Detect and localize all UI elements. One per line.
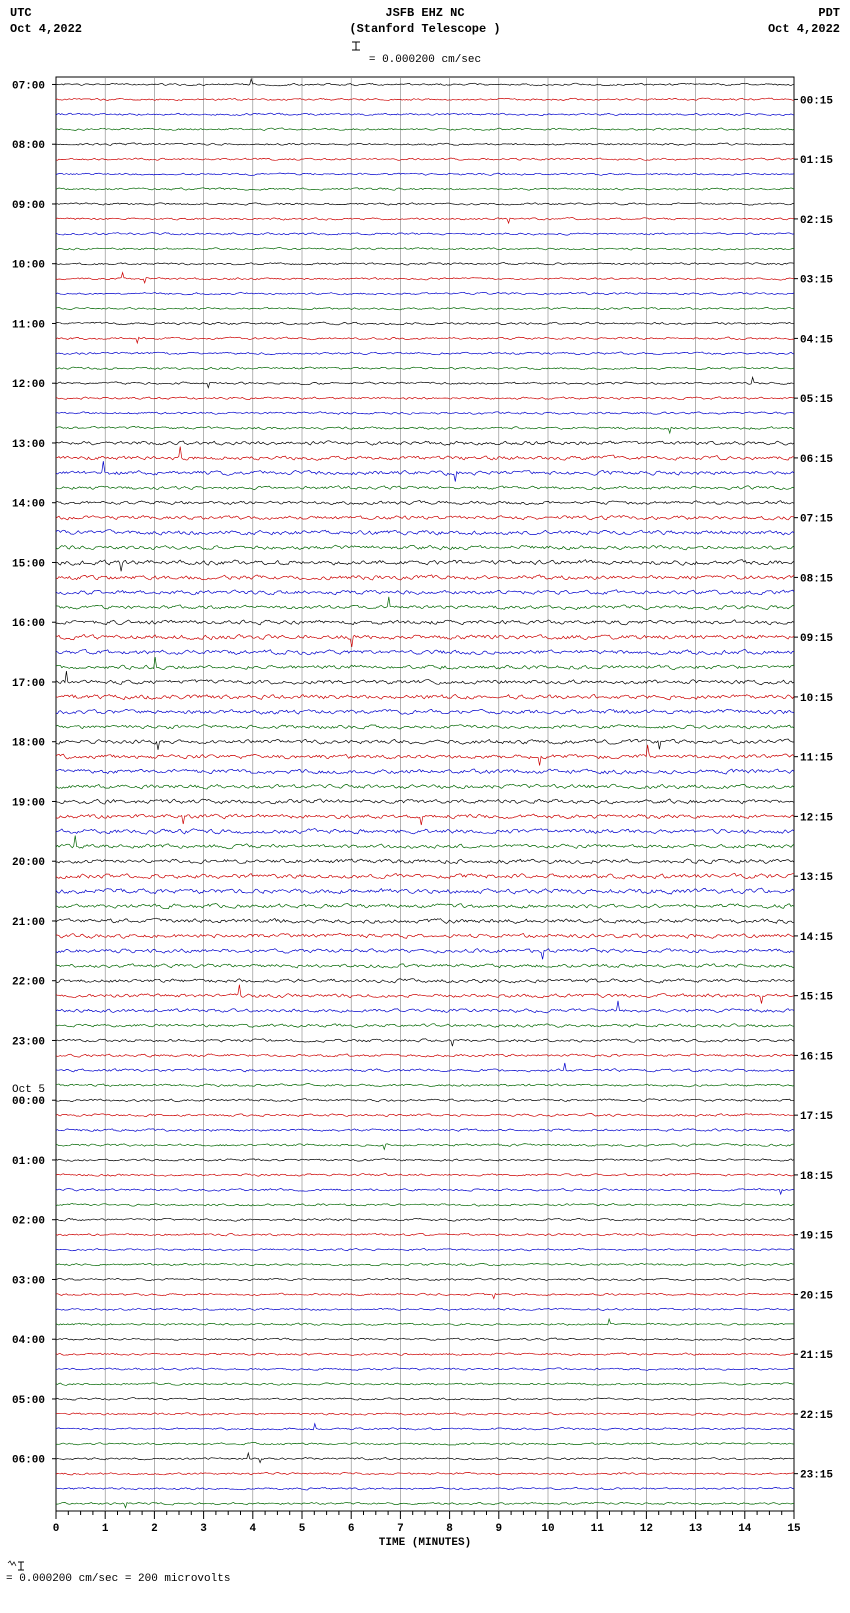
svg-text:10:15: 10:15 (800, 693, 833, 705)
svg-text:3: 3 (200, 1523, 207, 1535)
scale-note: = 0.000200 cm/sec (349, 39, 500, 67)
svg-text:05:00: 05:00 (12, 1395, 45, 1407)
svg-text:11: 11 (591, 1523, 605, 1535)
svg-text:13:00: 13:00 (12, 439, 45, 451)
svg-text:09:00: 09:00 (12, 200, 45, 212)
footer: = 0.000200 cm/sec = 200 microvolts (0, 1551, 850, 1593)
right-date-label: Oct 4,2022 (768, 22, 840, 38)
svg-text:2: 2 (151, 1523, 158, 1535)
svg-text:04:15: 04:15 (800, 335, 833, 347)
svg-text:17:00: 17:00 (12, 678, 45, 690)
left-date-label: Oct 4,2022 (10, 22, 82, 38)
header-center: JSFB EHZ NC (Stanford Telescope ) = 0.00… (349, 6, 500, 67)
header: UTC Oct 4,2022 JSFB EHZ NC (Stanford Tel… (0, 0, 850, 67)
scale-bar-icon (349, 39, 363, 53)
svg-text:7: 7 (397, 1523, 404, 1535)
station-title: JSFB EHZ NC (349, 6, 500, 22)
svg-text:12:15: 12:15 (800, 813, 833, 825)
svg-text:20:00: 20:00 (12, 858, 45, 870)
svg-text:8: 8 (446, 1523, 453, 1535)
svg-text:01:15: 01:15 (800, 156, 833, 168)
svg-text:21:15: 21:15 (800, 1351, 833, 1363)
svg-text:23:15: 23:15 (800, 1470, 833, 1482)
svg-text:06:15: 06:15 (800, 454, 833, 466)
svg-text:08:15: 08:15 (800, 574, 833, 586)
svg-text:21:00: 21:00 (12, 917, 45, 929)
svg-text:9: 9 (495, 1523, 502, 1535)
svg-text:02:15: 02:15 (800, 215, 833, 227)
svg-text:22:00: 22:00 (12, 977, 45, 989)
svg-text:08:00: 08:00 (12, 141, 45, 153)
svg-text:23:00: 23:00 (12, 1037, 45, 1049)
svg-text:12: 12 (640, 1523, 653, 1535)
svg-text:17:15: 17:15 (800, 1112, 833, 1124)
svg-text:14: 14 (738, 1523, 752, 1535)
svg-text:14:00: 14:00 (12, 499, 45, 511)
svg-text:4: 4 (249, 1523, 256, 1535)
svg-text:19:15: 19:15 (800, 1231, 833, 1243)
svg-text:16:00: 16:00 (12, 619, 45, 631)
svg-text:15:15: 15:15 (800, 992, 833, 1004)
svg-text:01:00: 01:00 (12, 1156, 45, 1168)
svg-text:Oct 5: Oct 5 (12, 1085, 45, 1097)
svg-text:03:15: 03:15 (800, 275, 833, 287)
right-tz-label: PDT (768, 6, 840, 22)
svg-text:14:15: 14:15 (800, 932, 833, 944)
svg-text:00:00: 00:00 (12, 1097, 45, 1109)
svg-text:16:15: 16:15 (800, 1052, 833, 1064)
svg-text:11:00: 11:00 (12, 320, 45, 332)
scale-text: = 0.000200 cm/sec (369, 54, 481, 66)
svg-text:18:00: 18:00 (12, 738, 45, 750)
svg-text:05:15: 05:15 (800, 395, 833, 407)
svg-text:22:15: 22:15 (800, 1410, 833, 1422)
svg-text:00:15: 00:15 (800, 96, 833, 108)
helicorder-svg: 07:00 08:00 09:00 10:00 11:00 12:00 13:00 14:00… (10, 71, 840, 1551)
svg-text:07:15: 07:15 (800, 514, 833, 526)
svg-text:0: 0 (53, 1523, 60, 1535)
svg-text:15: 15 (787, 1523, 801, 1535)
header-right: PDT Oct 4,2022 (768, 6, 840, 37)
svg-text:12:00: 12:00 (12, 380, 45, 392)
svg-text:10:00: 10:00 (12, 260, 45, 272)
svg-text:5: 5 (299, 1523, 306, 1535)
footer-text: = 0.000200 cm/sec = 200 microvolts (6, 1573, 230, 1585)
svg-text:10: 10 (541, 1523, 554, 1535)
footer-scale-bar-icon (6, 1559, 26, 1573)
svg-text:6: 6 (348, 1523, 355, 1535)
left-tz-label: UTC (10, 6, 82, 22)
svg-text:13:15: 13:15 (800, 873, 833, 885)
svg-text:06:00: 06:00 (12, 1455, 45, 1467)
svg-text:07:00: 07:00 (12, 81, 45, 93)
svg-text:04:00: 04:00 (12, 1336, 45, 1348)
svg-text:13: 13 (689, 1523, 703, 1535)
svg-text:1: 1 (102, 1523, 109, 1535)
svg-text:20:15: 20:15 (800, 1291, 833, 1303)
svg-text:02:00: 02:00 (12, 1216, 45, 1228)
svg-text:15:00: 15:00 (12, 559, 45, 571)
svg-text:19:00: 19:00 (12, 798, 45, 810)
header-left: UTC Oct 4,2022 (10, 6, 82, 37)
svg-text:18:15: 18:15 (800, 1171, 833, 1183)
svg-text:11:15: 11:15 (800, 753, 833, 765)
station-subtitle: (Stanford Telescope ) (349, 22, 500, 38)
svg-text:03:00: 03:00 (12, 1276, 45, 1288)
helicorder-plot: 07:00 08:00 09:00 10:00 11:00 12:00 13:00 14:00… (10, 71, 840, 1551)
svg-text:09:15: 09:15 (800, 634, 833, 646)
svg-text:TIME (MINUTES): TIME (MINUTES) (379, 1537, 471, 1549)
